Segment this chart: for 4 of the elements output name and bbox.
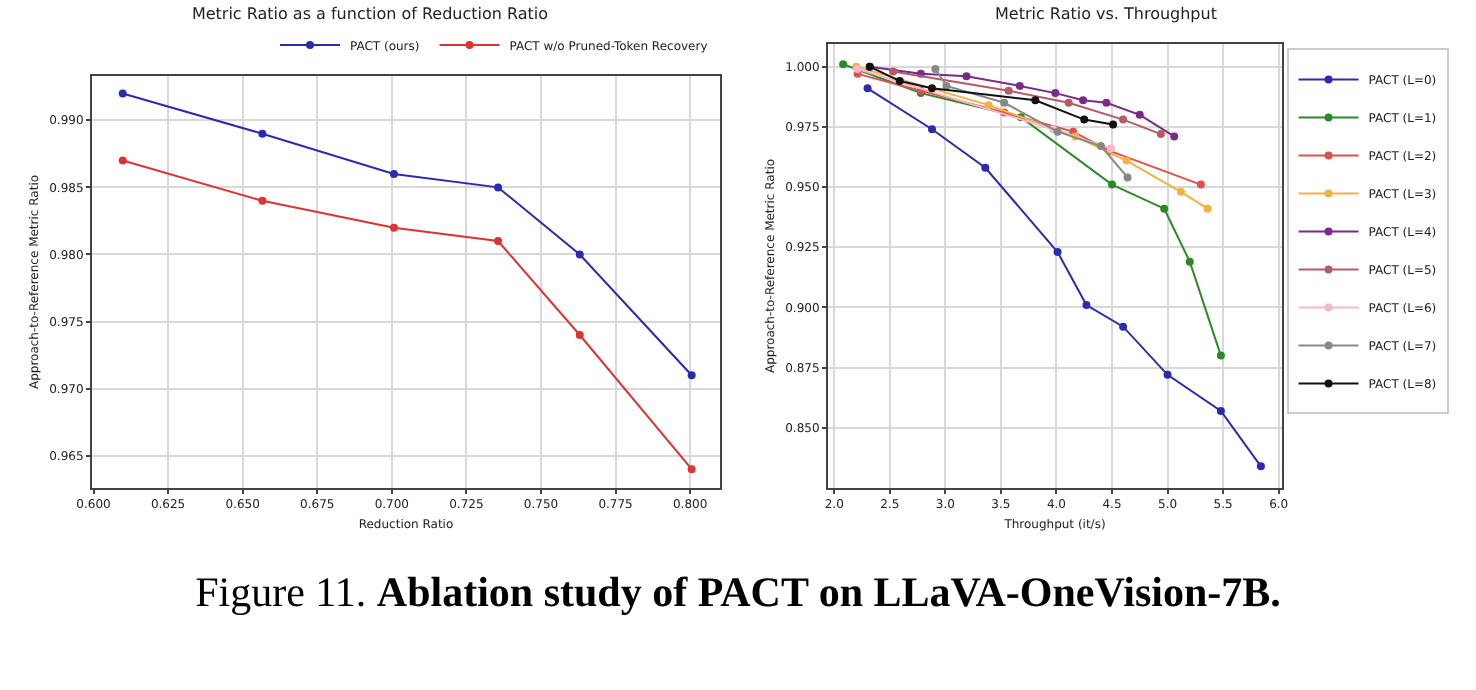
chart-title: Metric Ratio vs. Throughput [995, 5, 1217, 24]
text: Ablation study of PACT on LLaVA-OneVision-7B. [376, 568, 1281, 616]
chart-title: Metric Ratio as a function of Reduction Ratio [191, 5, 549, 24]
caption: Figure 11. [195, 568, 367, 616]
